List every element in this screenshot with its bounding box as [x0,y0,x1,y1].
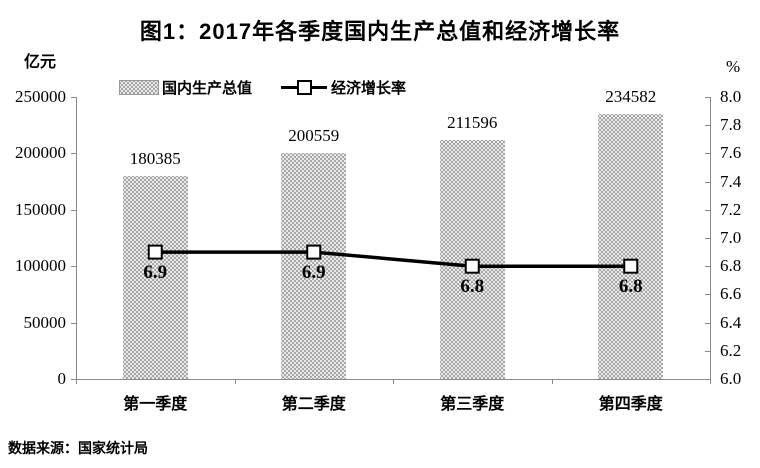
left-axis-tick [71,266,76,268]
x-axis-category-label: 第三季度 [440,396,505,413]
right-axis-tick-label: 6.2 [720,340,742,360]
legend: 国内生产总值 经济增长率 [0,76,760,97]
right-axis-tick [705,350,710,352]
right-axis-tick-label: 7.4 [720,171,742,191]
gdp-bar-value-label: 200559 [288,125,340,145]
right-axis-tick-label: 7.8 [720,115,742,135]
left-axis-tick-label: 250000 [15,87,66,106]
left-axis-tick-label: 150000 [15,199,66,219]
right-axis-unit-label: % [726,57,741,76]
left-axis-tick-label: 200000 [15,143,66,163]
x-axis-tick [393,379,394,384]
left-axis-tick-label: 0 [57,369,67,388]
left-axis-tick [71,379,76,380]
left-axis-unit-label: 亿元 [24,54,57,71]
right-axis-tick [705,153,710,155]
right-axis-tick-label: 7.0 [720,228,742,247]
legend-line-marker-icon [297,80,312,95]
legend-line-label: 经济增长率 [331,80,407,97]
right-axis-tick-label: 6.6 [720,284,742,304]
x-axis-tick [76,379,77,384]
right-axis-tick-label: 6.4 [720,312,742,332]
right-axis-tick [705,322,710,324]
growth-line [155,250,631,268]
gdp-bar [598,114,664,379]
right-axis-tick [705,181,710,183]
data-source-note: 数据来源：国家统计局 [8,440,148,456]
right-axis-tick-label: 8.0 [720,87,742,106]
left-axis-tick-label: 50000 [23,312,67,332]
x-axis-category-label: 第一季度 [123,396,188,413]
right-axis-tick-label: 6.0 [720,369,742,388]
right-axis-line [710,97,711,379]
right-axis-tick [705,379,710,380]
chart-title: 图1：2017年各季度国内生产总值和经济增长率 [139,19,621,44]
growth-value-label: 6.8 [460,276,485,298]
right-axis-tick-label: 6.8 [720,256,742,276]
x-axis-category-label: 第四季度 [598,396,663,413]
growth-value-label: 6.9 [143,262,168,284]
left-axis-tick [71,322,76,324]
legend-bar-swatch [119,80,159,95]
right-axis-tick [705,125,710,127]
left-axis-tick-label: 100000 [15,256,66,276]
gdp-bar-value-label: 180385 [129,148,181,168]
gdp-bar-value-label: 234582 [605,87,657,107]
gdp-bar [122,175,188,379]
right-axis-tick [705,294,710,296]
gdp-bar-value-label: 211596 [447,113,498,133]
right-axis-tick [705,97,710,98]
right-axis-tick [705,266,710,268]
x-axis-tick [234,379,236,384]
growth-value-label: 6.8 [618,276,643,298]
left-axis-tick [71,97,76,98]
right-axis-tick [705,238,710,239]
x-axis-category-label: 第二季度 [281,396,346,413]
x-axis-tick [551,379,553,384]
left-axis-line [76,97,77,379]
growth-value-label: 6.9 [301,262,326,284]
x-axis-tick [710,379,711,384]
right-axis-tick-label: 7.2 [720,199,742,219]
right-axis-tick [705,209,710,211]
legend-bar-label: 国内生产总值 [162,80,253,97]
left-axis-tick [71,153,76,155]
right-axis-tick-label: 7.6 [720,143,742,163]
left-axis-tick [71,209,76,211]
gdp-bar [439,140,505,379]
